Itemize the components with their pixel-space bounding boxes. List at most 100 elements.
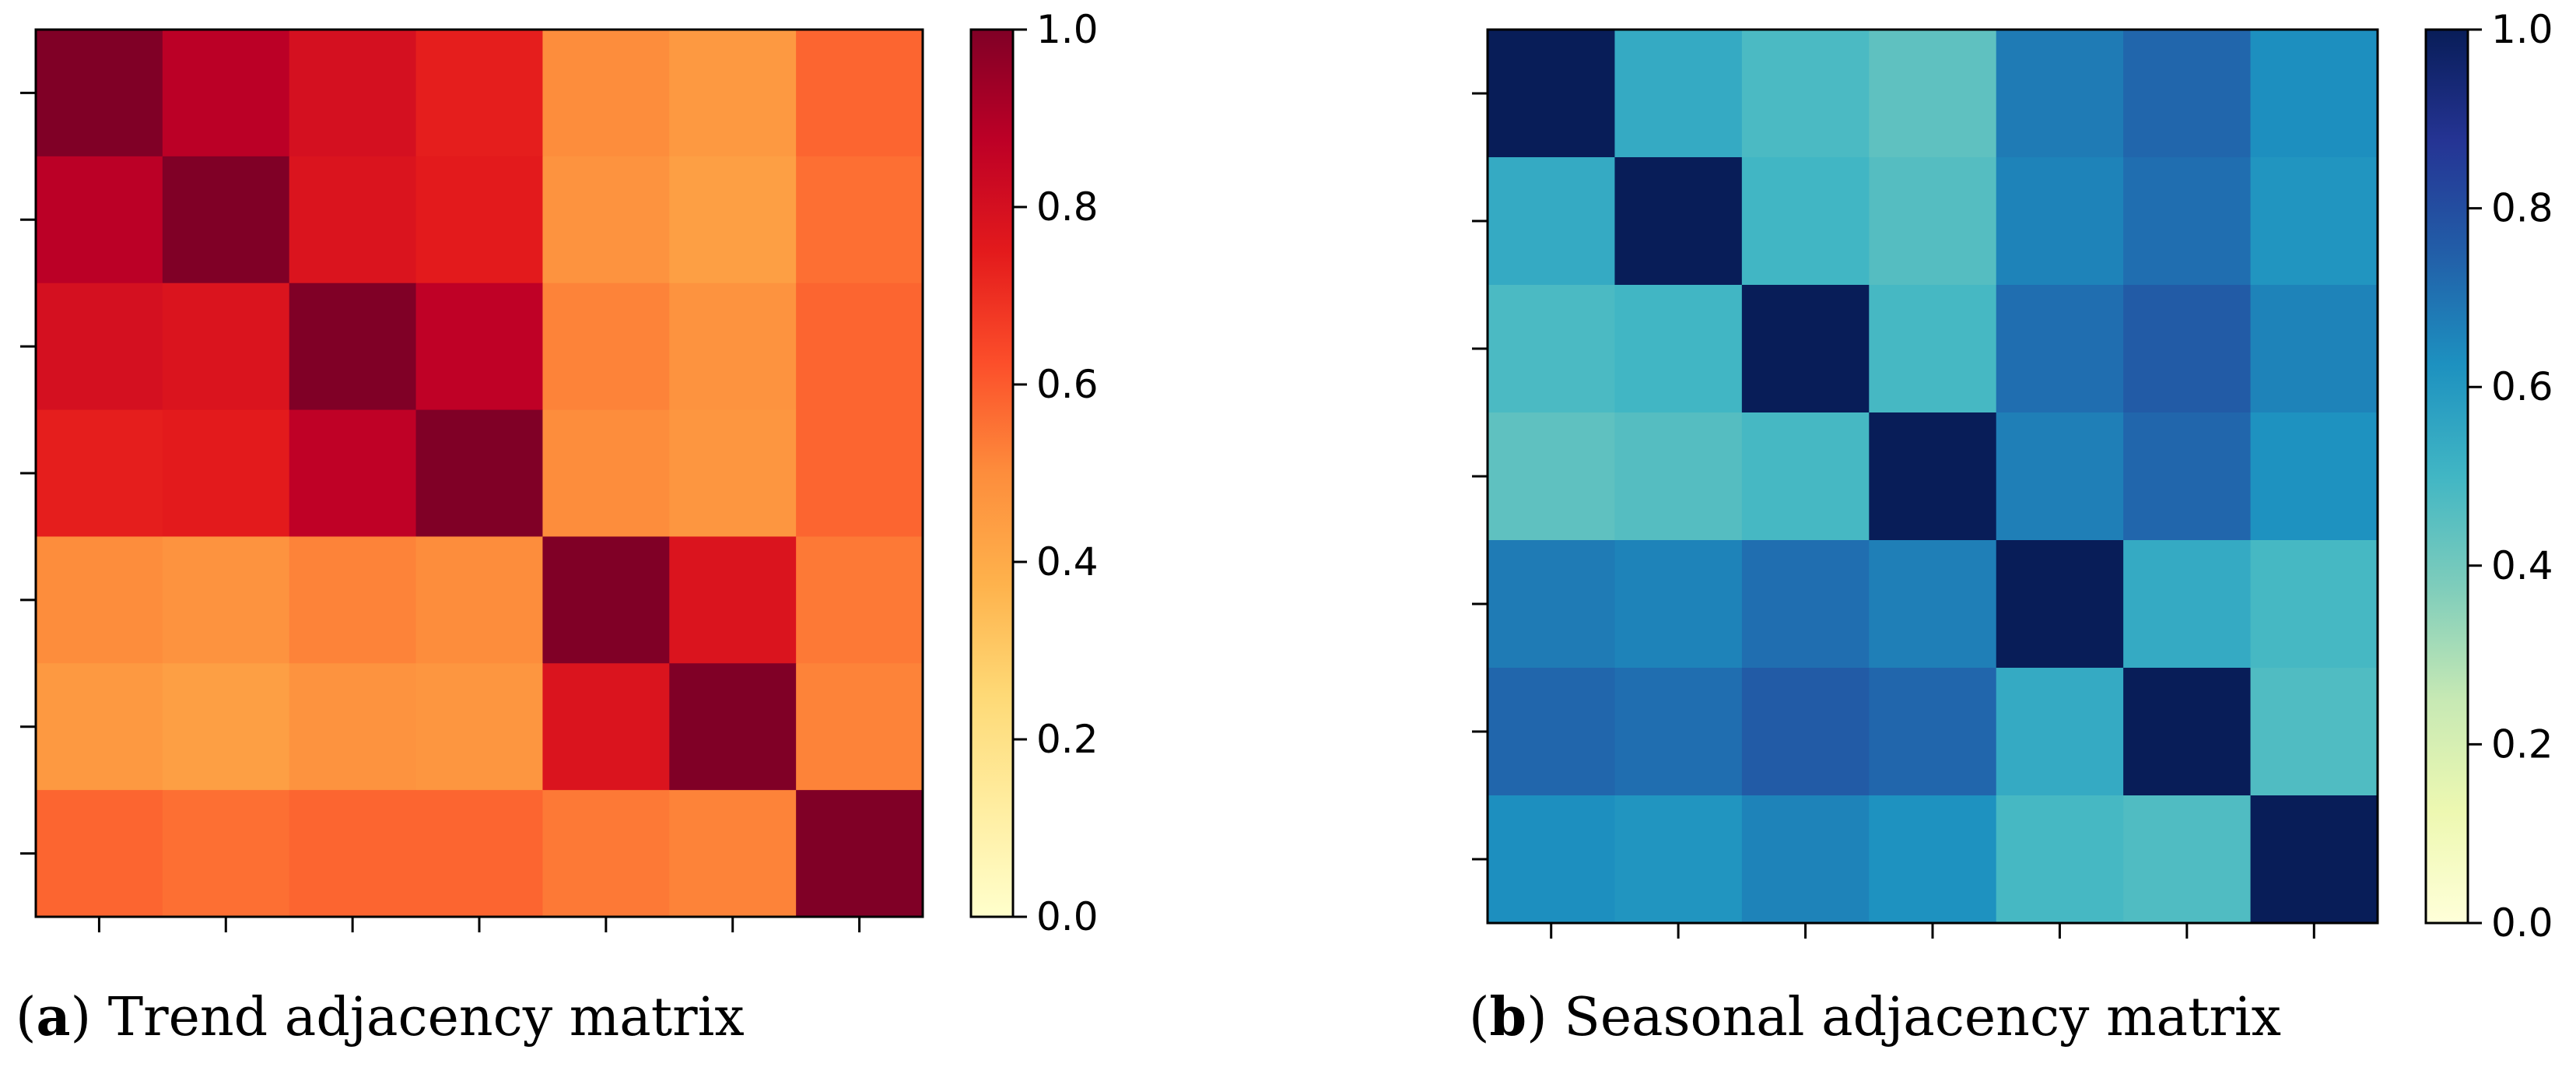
trend-cell-r2-c4 [542, 283, 670, 411]
trend-cell-r3-c0 [36, 409, 163, 538]
trend-colorbar-tick-label: 0.4 [1036, 539, 1099, 584]
trend-cell-r0-c2 [289, 30, 417, 157]
seasonal-cell-r0-c1 [1614, 30, 1743, 158]
trend-cell-r0-c6 [796, 30, 924, 157]
trend-cell-r4-c1 [162, 536, 290, 664]
seasonal-cell-r6-c4 [1996, 795, 2124, 924]
seasonal-colorbar-tick-label: 0.4 [2491, 543, 2553, 588]
trend-colorbar-tick-label: 0.0 [1036, 894, 1099, 939]
seasonal-colorbar-tick-label: 0.8 [2491, 186, 2553, 231]
seasonal-cell-r3-c1 [1614, 412, 1743, 541]
seasonal-colorbar-tick-label: 1.0 [2491, 7, 2553, 52]
seasonal-cell-r1-c1 [1614, 157, 1743, 286]
trend-y-ticks [20, 91, 36, 855]
trend-cell-r5-c6 [796, 663, 924, 791]
seasonal-colorbar-ticks: 0.0 0.2 0.4 0.6 0.8 1.0 [2468, 7, 2553, 946]
seasonal-cell-r5-c0 [1488, 668, 1616, 796]
trend-panel: 0.0 0.2 0.4 0.6 0.8 1.0 (a) Trend adjacency m… [16, 7, 1099, 1048]
seasonal-colorbar-tick-label: 0.6 [2491, 364, 2553, 409]
trend-cell-r1-c0 [36, 156, 163, 284]
trend-colorbar-tick-label: 0.6 [1036, 362, 1099, 407]
trend-cell-r4-c5 [669, 536, 797, 664]
seasonal-cell-r0-c6 [2250, 30, 2378, 158]
seasonal-colorbar-tick-label: 0.2 [2491, 721, 2553, 767]
trend-cell-r2-c2 [289, 283, 417, 411]
trend-cell-r6-c0 [36, 790, 163, 918]
seasonal-cell-r4-c4 [1996, 540, 2124, 669]
seasonal-cell-r4-c5 [2123, 540, 2252, 669]
seasonal-caption-letter: b [1490, 986, 1527, 1048]
trend-cell-r1-c3 [415, 156, 544, 284]
seasonal-cell-r2-c3 [1869, 285, 1997, 413]
trend-cell-r0-c5 [669, 30, 797, 157]
trend-cell-r5-c4 [542, 663, 670, 791]
seasonal-cell-r1-c3 [1869, 157, 1997, 286]
seasonal-cell-r6-c2 [1741, 795, 1870, 924]
trend-cell-r6-c3 [415, 790, 544, 918]
seasonal-panel: 0.0 0.2 0.4 0.6 0.8 1.0 (b) Seasonal adjacenc… [1469, 7, 2553, 1048]
trend-cell-r3-c5 [669, 409, 797, 538]
trend-colorbar-tick-label: 0.2 [1036, 717, 1099, 762]
trend-caption-letter: a [37, 986, 71, 1048]
trend-cell-r2-c3 [415, 283, 544, 411]
trend-cell-r1-c5 [669, 156, 797, 284]
seasonal-cell-r5-c3 [1869, 668, 1997, 796]
trend-caption-text: Trend adjacency matrix [108, 987, 745, 1048]
seasonal-cell-r5-c5 [2123, 668, 2252, 796]
seasonal-cell-r5-c4 [1996, 668, 2124, 796]
seasonal-cell-r5-c6 [2250, 668, 2378, 796]
seasonal-cell-r2-c2 [1741, 285, 1870, 413]
seasonal-caption-text: Seasonal adjacency matrix [1564, 987, 2281, 1048]
trend-cell-r5-c3 [415, 663, 544, 791]
seasonal-colorbar-tick-label: 0.0 [2491, 900, 2553, 946]
seasonal-cell-r2-c1 [1614, 285, 1743, 413]
seasonal-cell-r3-c5 [2123, 412, 2252, 541]
trend-colorbar [969, 28, 1015, 918]
trend-cell-r1-c4 [542, 156, 670, 284]
trend-cell-r2-c0 [36, 283, 163, 411]
seasonal-cell-r3-c0 [1488, 412, 1616, 541]
trend-cell-r2-c1 [162, 283, 290, 411]
trend-cell-r5-c0 [36, 663, 163, 791]
seasonal-cell-r2-c4 [1996, 285, 2124, 413]
trend-cell-r3-c2 [289, 409, 417, 538]
seasonal-cell-r2-c5 [2123, 285, 2252, 413]
trend-colorbar-tick-label: 1.0 [1036, 7, 1099, 52]
trend-cell-r1-c2 [289, 156, 417, 284]
trend-cell-r4-c4 [542, 536, 670, 664]
seasonal-cell-r6-c0 [1488, 795, 1616, 924]
trend-colorbar-tick-label: 0.8 [1036, 184, 1099, 230]
trend-caption: (a) Trend adjacency matrix [16, 986, 745, 1048]
seasonal-cell-r0-c4 [1996, 30, 2124, 158]
trend-cell-r4-c2 [289, 536, 417, 664]
trend-colorbar-ticks: 0.0 0.2 0.4 0.6 0.8 1.0 [1013, 7, 1099, 939]
seasonal-cell-r1-c2 [1741, 157, 1870, 286]
seasonal-cell-r4-c2 [1741, 540, 1870, 669]
trend-cell-r0-c0 [36, 30, 163, 157]
seasonal-cell-r2-c0 [1488, 285, 1616, 413]
seasonal-caption: (b) Seasonal adjacency matrix [1469, 986, 2281, 1048]
trend-x-ticks [97, 917, 861, 932]
trend-cell-r4-c3 [415, 536, 544, 664]
trend-cell-r5-c5 [669, 663, 797, 791]
trend-cell-r5-c2 [289, 663, 417, 791]
trend-cell-r1-c1 [162, 156, 290, 284]
seasonal-cell-r3-c2 [1741, 412, 1870, 541]
seasonal-cell-r0-c3 [1869, 30, 1997, 158]
trend-cell-r3-c6 [796, 409, 924, 538]
trend-cell-r6-c4 [542, 790, 670, 918]
trend-cell-r3-c4 [542, 409, 670, 538]
seasonal-cell-r2-c6 [2250, 285, 2378, 413]
trend-cell-r6-c6 [796, 790, 924, 918]
seasonal-cell-r6-c3 [1869, 795, 1997, 924]
seasonal-y-ticks [1472, 92, 1488, 861]
trend-cell-r4-c0 [36, 536, 163, 664]
trend-cell-r0-c4 [542, 30, 670, 157]
trend-cell-r2-c5 [669, 283, 797, 411]
seasonal-cell-r6-c1 [1614, 795, 1743, 924]
seasonal-cell-r1-c5 [2123, 157, 2252, 286]
trend-heatmap-cells [36, 30, 924, 918]
seasonal-cell-r4-c0 [1488, 540, 1616, 669]
seasonal-cell-r6-c6 [2250, 795, 2378, 924]
